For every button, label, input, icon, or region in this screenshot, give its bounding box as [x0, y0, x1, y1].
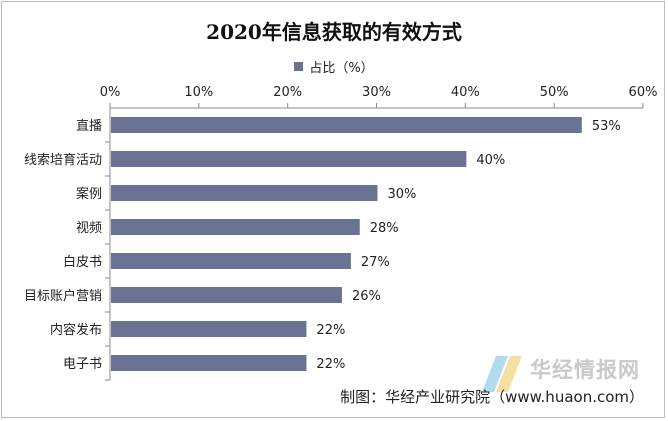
legend-label: 占比（%）	[309, 61, 374, 76]
bar	[111, 321, 307, 337]
chart-title: 2020年信息获取的有效方式	[206, 20, 462, 44]
data-label: 28%	[370, 221, 399, 236]
x-tick-label: 60%	[629, 85, 658, 100]
x-tick-label: 20%	[273, 85, 302, 100]
data-label: 53%	[592, 119, 621, 134]
category-label: 视频	[76, 221, 102, 236]
bar	[111, 355, 307, 371]
x-tick-label: 30%	[362, 85, 391, 100]
watermark: 华经情报网	[478, 352, 648, 396]
bar	[111, 185, 378, 201]
bar	[111, 117, 582, 133]
bar	[111, 219, 360, 235]
x-tick-label: 0%	[100, 85, 121, 100]
category-label: 白皮书	[63, 254, 102, 270]
data-label: 22%	[316, 323, 345, 338]
x-tick-label: 40%	[451, 85, 480, 100]
category-label: 目标账户营销	[24, 288, 102, 304]
data-label: 40%	[476, 153, 505, 168]
watermark-text: 华经情报网	[530, 358, 640, 382]
data-label: 26%	[352, 289, 381, 304]
legend-swatch	[294, 62, 304, 71]
x-tick-label: 10%	[184, 85, 213, 100]
category-label: 案例	[76, 187, 102, 202]
bar	[111, 253, 351, 269]
category-label: 线索培育活动	[24, 152, 102, 168]
category-label: 内容发布	[50, 322, 102, 338]
legend: 占比（%）	[2, 57, 666, 76]
x-tick-label: 50%	[540, 85, 569, 100]
watermark-logo-icon	[482, 356, 522, 392]
category-label: 直播	[76, 119, 102, 134]
source-credit: 制图：华经产业研究院（www.huaon.com）	[340, 388, 644, 406]
bar	[111, 151, 467, 167]
category-label: 电子书	[63, 357, 102, 372]
bar	[111, 287, 342, 303]
data-label: 30%	[388, 187, 417, 202]
data-label: 27%	[361, 255, 390, 270]
data-label: 22%	[316, 357, 345, 372]
